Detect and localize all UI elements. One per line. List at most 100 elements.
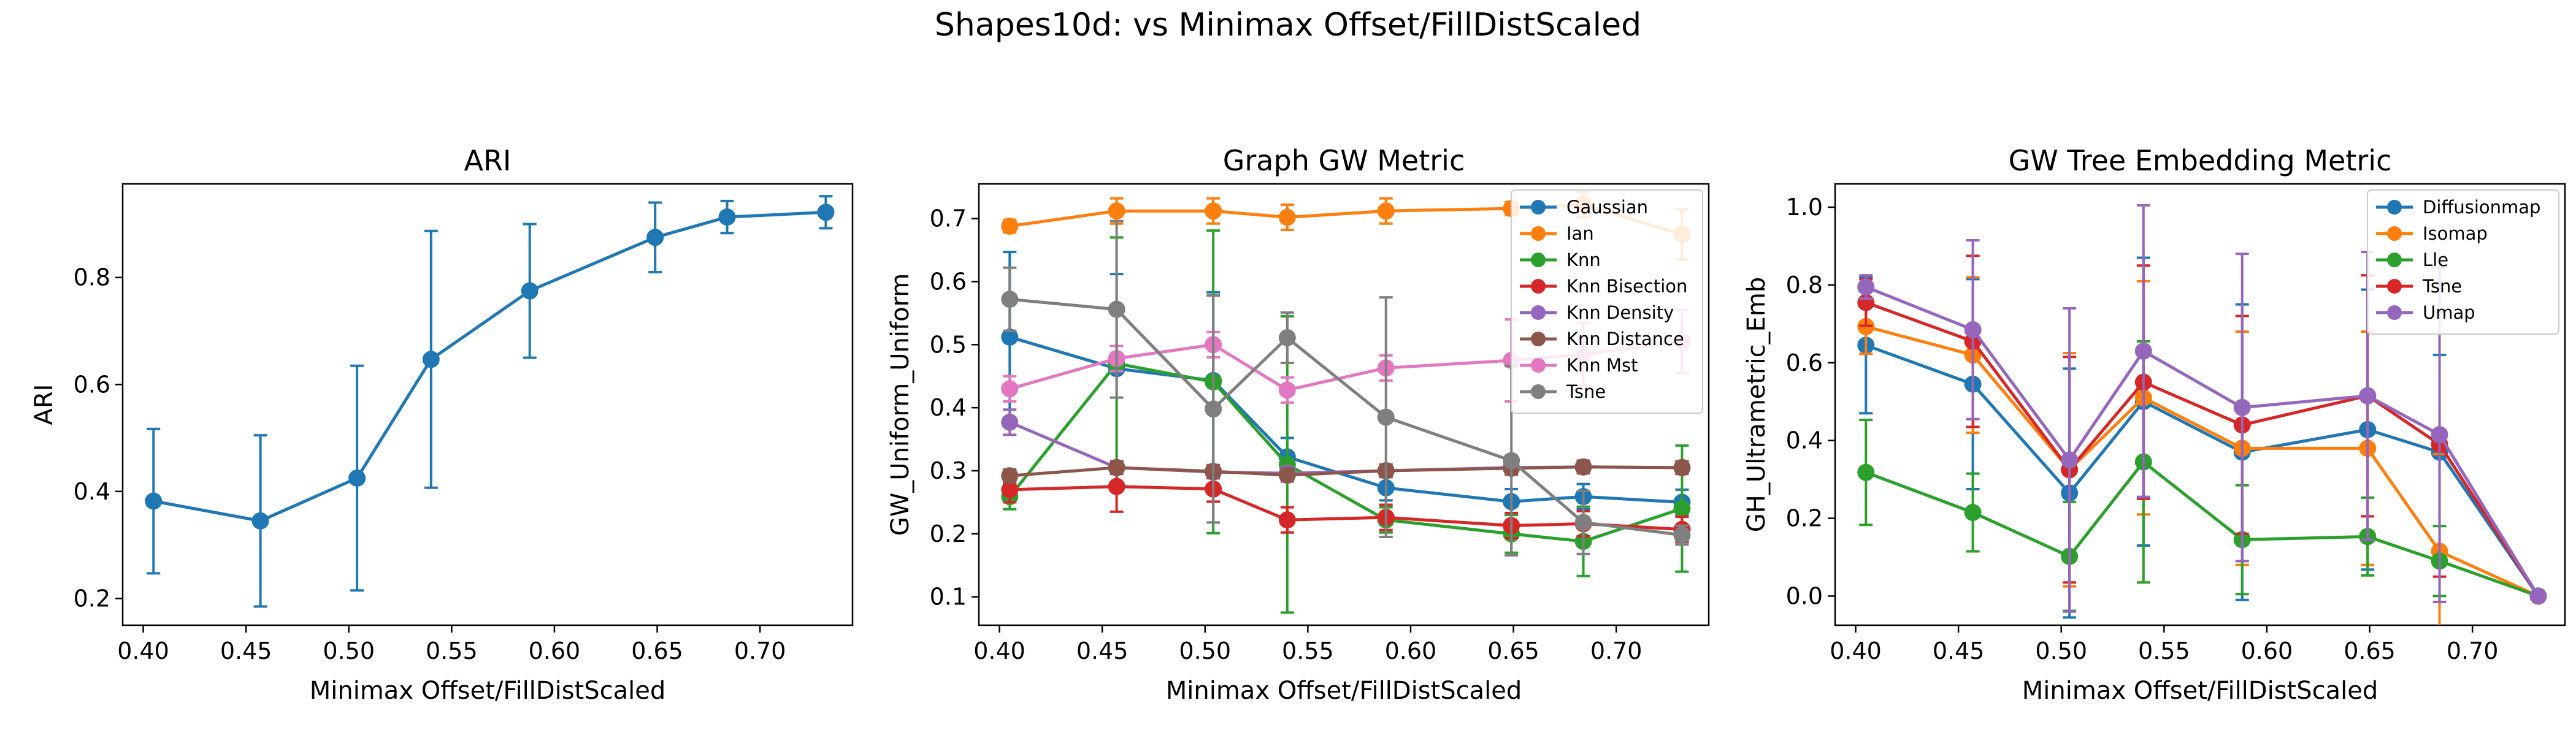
data-point [817,204,835,221]
chart-title: GW Tree Embedding Metric [2009,144,2392,177]
legend-label: Knn Mst [1566,355,1638,376]
chart-title: ARI [464,144,512,177]
series-tsne [1001,219,1691,557]
data-point [1001,481,1019,498]
y-tick-label: 0.4 [74,478,110,505]
data-point [1001,467,1019,485]
data-point [1001,380,1019,398]
x-axis-label: Minimax Offset/FillDistScaled [1166,677,1522,705]
y-tick-label: 0.6 [1786,349,1823,376]
data-point [1377,202,1395,220]
y-tick-label: 0.8 [74,264,110,291]
data-point [422,351,440,368]
data-point [1673,526,1691,544]
legend-swatch-marker [1531,226,1546,241]
legend-box [2367,189,2559,335]
series-line [1010,465,1682,477]
series-line [153,210,826,523]
data-point [1001,217,1019,235]
data-point [1108,458,1125,476]
legend-label: Diffusionmap [2423,197,2540,218]
plot-frame [978,183,1710,626]
series-line [1865,460,2539,598]
series-line [1865,301,2540,597]
data-point [1001,291,1019,308]
data-point [1278,511,1296,529]
x-tick-label: 0.50 [2035,637,2087,664]
series-line [1010,297,1682,537]
x-tick-label: 0.55 [2138,637,2190,664]
data-point [1857,463,1875,481]
y-tick-label: 1.0 [1786,194,1823,221]
legend-swatch-marker [1531,358,1546,373]
y-axis-label: GW_Uniform_Uniform [886,273,914,536]
plot-frame [121,183,854,626]
legend-label: Umap [2423,302,2475,323]
data-point [1278,381,1296,399]
legend-label: Isomap [2423,223,2488,244]
x-tick-label: 0.40 [1830,637,1882,664]
legend-swatch-marker [1531,384,1546,399]
legend-label: Gaussian [1566,197,1648,218]
plot-area [145,195,835,608]
legend-swatch-marker [1531,253,1546,267]
y-tick-label: 0.1 [930,584,967,611]
data-point [1503,452,1520,470]
data-point [1108,300,1125,318]
data-point [1278,329,1296,346]
y-tick-label: 0.7 [930,205,967,232]
legend-swatch-marker [1531,200,1546,215]
series-line [1865,285,2540,597]
x-tick-label: 0.60 [2241,637,2293,664]
x-tick-label: 0.50 [1179,637,1231,664]
chart-panel-3: GW Tree Embedding Metric 0.40 0.45 0.50 0.55… [1742,144,2566,705]
x-tick-label: 0.65 [631,637,683,664]
x-axis-label: Minimax Offset/FillDistScaled [2022,677,2379,705]
y-tick-label: 0.5 [930,331,967,358]
series-line [1865,325,2539,598]
data-point [718,208,736,226]
y-tick-label: 0.2 [930,520,967,547]
data-point [2061,451,2079,469]
data-point [2431,426,2448,444]
legend-box [1511,189,1703,414]
y-tick-label: 0.0 [1786,582,1823,609]
data-point [1108,477,1125,495]
y-tick-label: 0.4 [1786,427,1823,454]
data-point [1574,514,1592,531]
x-tick-label: 0.55 [426,637,478,664]
data-point [1205,400,1222,418]
legend-label: Knn [1566,249,1601,270]
data-point [1857,278,1875,296]
legend-label: Knn Bisection [1566,276,1687,297]
legend-swatch-marker [2387,226,2402,241]
data-point [1278,208,1296,226]
figure-suptitle: Shapes10d: vs Minimax Offset/FillDistSca… [935,7,1641,44]
legend-label: Lle [2423,249,2448,270]
data-point [646,229,664,246]
legend-label: Tsne [1566,381,1606,402]
data-point [348,470,366,487]
data-point [1001,413,1019,431]
chart-panel-2: Graph GW Metric 0.40 0.45 0.50 0.55 0.60 0.65 0… [886,144,1710,705]
y-tick-label: 0.6 [930,268,967,295]
x-tick-label: 0.70 [1590,637,1643,664]
legend-swatch-marker [1531,279,1546,294]
data-point [521,282,539,300]
legend-label: Ian [1566,223,1594,244]
legend-label: Knn Distance [1566,329,1684,349]
legend: Diffusionmap Isomap Lle Tsne Umap [2367,189,2559,335]
x-tick-label: 0.40 [973,637,1025,664]
plot-frame [1834,183,2566,626]
plot-area [1857,204,2547,625]
y-tick-label: 0.8 [1786,272,1823,299]
legend-swatch-marker [2387,305,2402,320]
series-umap [1857,204,2547,613]
x-tick-label: 0.45 [1076,637,1129,664]
legend-label: Tsne [2422,276,2462,297]
data-point [1205,202,1222,220]
data-point [2529,587,2547,605]
data-point [2134,342,2152,360]
x-tick-label: 0.45 [220,637,272,664]
